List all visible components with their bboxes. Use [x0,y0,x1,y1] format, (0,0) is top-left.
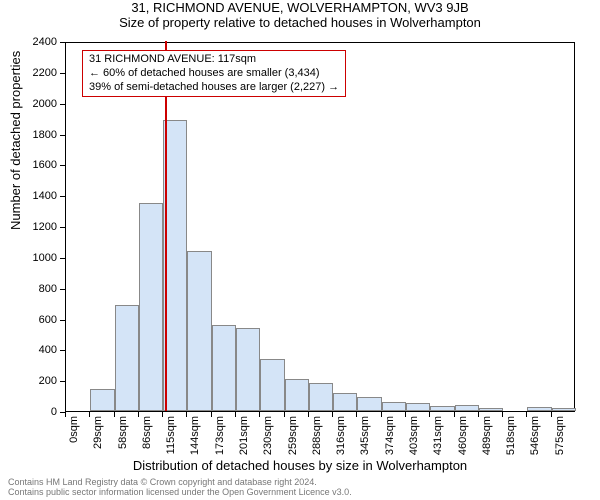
y-tick-mark [60,165,65,166]
y-tick-mark [60,289,65,290]
histogram-bar [406,403,430,411]
x-tick-label: 115sqm [165,416,177,454]
x-tick-mark [186,412,187,417]
x-tick-mark [308,412,309,417]
x-tick-mark [259,412,260,417]
y-tick-mark [60,350,65,351]
histogram-bar [309,383,333,411]
x-tick-mark [405,412,406,417]
y-tick-label: 2200 [17,67,57,79]
x-tick-label: 345sqm [359,416,371,455]
y-tick-label: 2000 [17,98,57,110]
x-tick-mark [89,412,90,417]
histogram-bar [527,407,551,411]
x-tick-label: 86sqm [141,416,153,449]
x-tick-mark [356,412,357,417]
histogram-bar [357,397,381,411]
page-title: 31, RICHMOND AVENUE, WOLVERHAMPTON, WV3 … [0,0,600,15]
x-tick-mark [114,412,115,417]
histogram-bar [552,408,576,411]
x-tick-mark [526,412,527,417]
y-tick-label: 1000 [17,252,57,264]
y-tick-label: 1200 [17,221,57,233]
histogram-bar [455,405,479,411]
x-axis-label: Distribution of detached houses by size … [0,458,600,473]
x-tick-label: 144sqm [189,416,201,455]
x-tick-mark [235,412,236,417]
plot-region [65,42,575,412]
y-tick-mark [60,320,65,321]
footer: Contains HM Land Registry data © Crown c… [8,478,352,498]
y-tick-mark [60,73,65,74]
x-tick-mark [332,412,333,417]
y-tick-label: 800 [17,283,57,295]
y-tick-mark [60,381,65,382]
x-tick-label: 403sqm [408,416,420,455]
histogram-bar [260,359,284,411]
x-tick-label: 460sqm [457,416,469,455]
x-tick-label: 489sqm [481,416,493,455]
y-tick-label: 2400 [17,36,57,48]
x-tick-mark [138,412,139,417]
y-tick-mark [60,196,65,197]
y-tick-label: 1800 [17,129,57,141]
x-tick-label: 288sqm [311,416,323,455]
histogram-bar [236,328,260,411]
x-tick-mark [284,412,285,417]
histogram-bar [212,325,236,411]
histogram-bar [382,402,406,411]
y-tick-mark [60,42,65,43]
y-tick-label: 1400 [17,190,57,202]
x-tick-label: 575sqm [554,416,566,455]
x-tick-label: 230sqm [262,416,274,455]
x-tick-mark [551,412,552,417]
x-tick-label: 316sqm [335,416,347,455]
x-tick-mark [454,412,455,417]
histogram-bar [115,305,139,411]
x-tick-mark [502,412,503,417]
x-tick-mark [211,412,212,417]
x-tick-label: 546sqm [529,416,541,455]
x-tick-label: 431sqm [432,416,444,455]
x-tick-label: 0sqm [68,416,80,443]
x-tick-mark [429,412,430,417]
y-tick-label: 400 [17,344,57,356]
x-tick-label: 58sqm [117,416,129,449]
x-tick-label: 518sqm [505,416,517,455]
info-line-2: ← 60% of detached houses are smaller (3,… [89,67,339,81]
x-tick-label: 29sqm [92,416,104,449]
histogram-bar [479,408,503,411]
chart-area: 0200400600800100012001400160018002000220… [65,42,575,412]
y-tick-mark [60,104,65,105]
x-tick-mark [65,412,66,417]
x-tick-mark [162,412,163,417]
y-tick-label: 1600 [17,159,57,171]
x-tick-mark [478,412,479,417]
x-tick-label: 374sqm [384,416,396,455]
histogram-bar [139,203,163,411]
x-tick-label: 201sqm [238,416,250,455]
histogram-bar [430,406,454,411]
histogram-bar [90,389,114,411]
y-tick-label: 600 [17,314,57,326]
x-tick-mark [381,412,382,417]
histogram-bar [333,393,357,412]
y-tick-mark [60,258,65,259]
info-line-1: 31 RICHMOND AVENUE: 117sqm [89,53,339,67]
y-tick-label: 0 [17,406,57,418]
footer-line-2: Contains public sector information licen… [8,488,352,498]
x-tick-label: 259sqm [287,416,299,455]
histogram-bar [285,379,309,411]
y-tick-label: 200 [17,375,57,387]
y-tick-mark [60,135,65,136]
info-line-3: 39% of semi-detached houses are larger (… [89,81,339,95]
page-subtitle: Size of property relative to detached ho… [0,15,600,30]
y-tick-mark [60,227,65,228]
histogram-bar [187,251,211,411]
x-tick-label: 173sqm [214,416,226,455]
info-box: 31 RICHMOND AVENUE: 117sqm ← 60% of deta… [82,50,346,97]
